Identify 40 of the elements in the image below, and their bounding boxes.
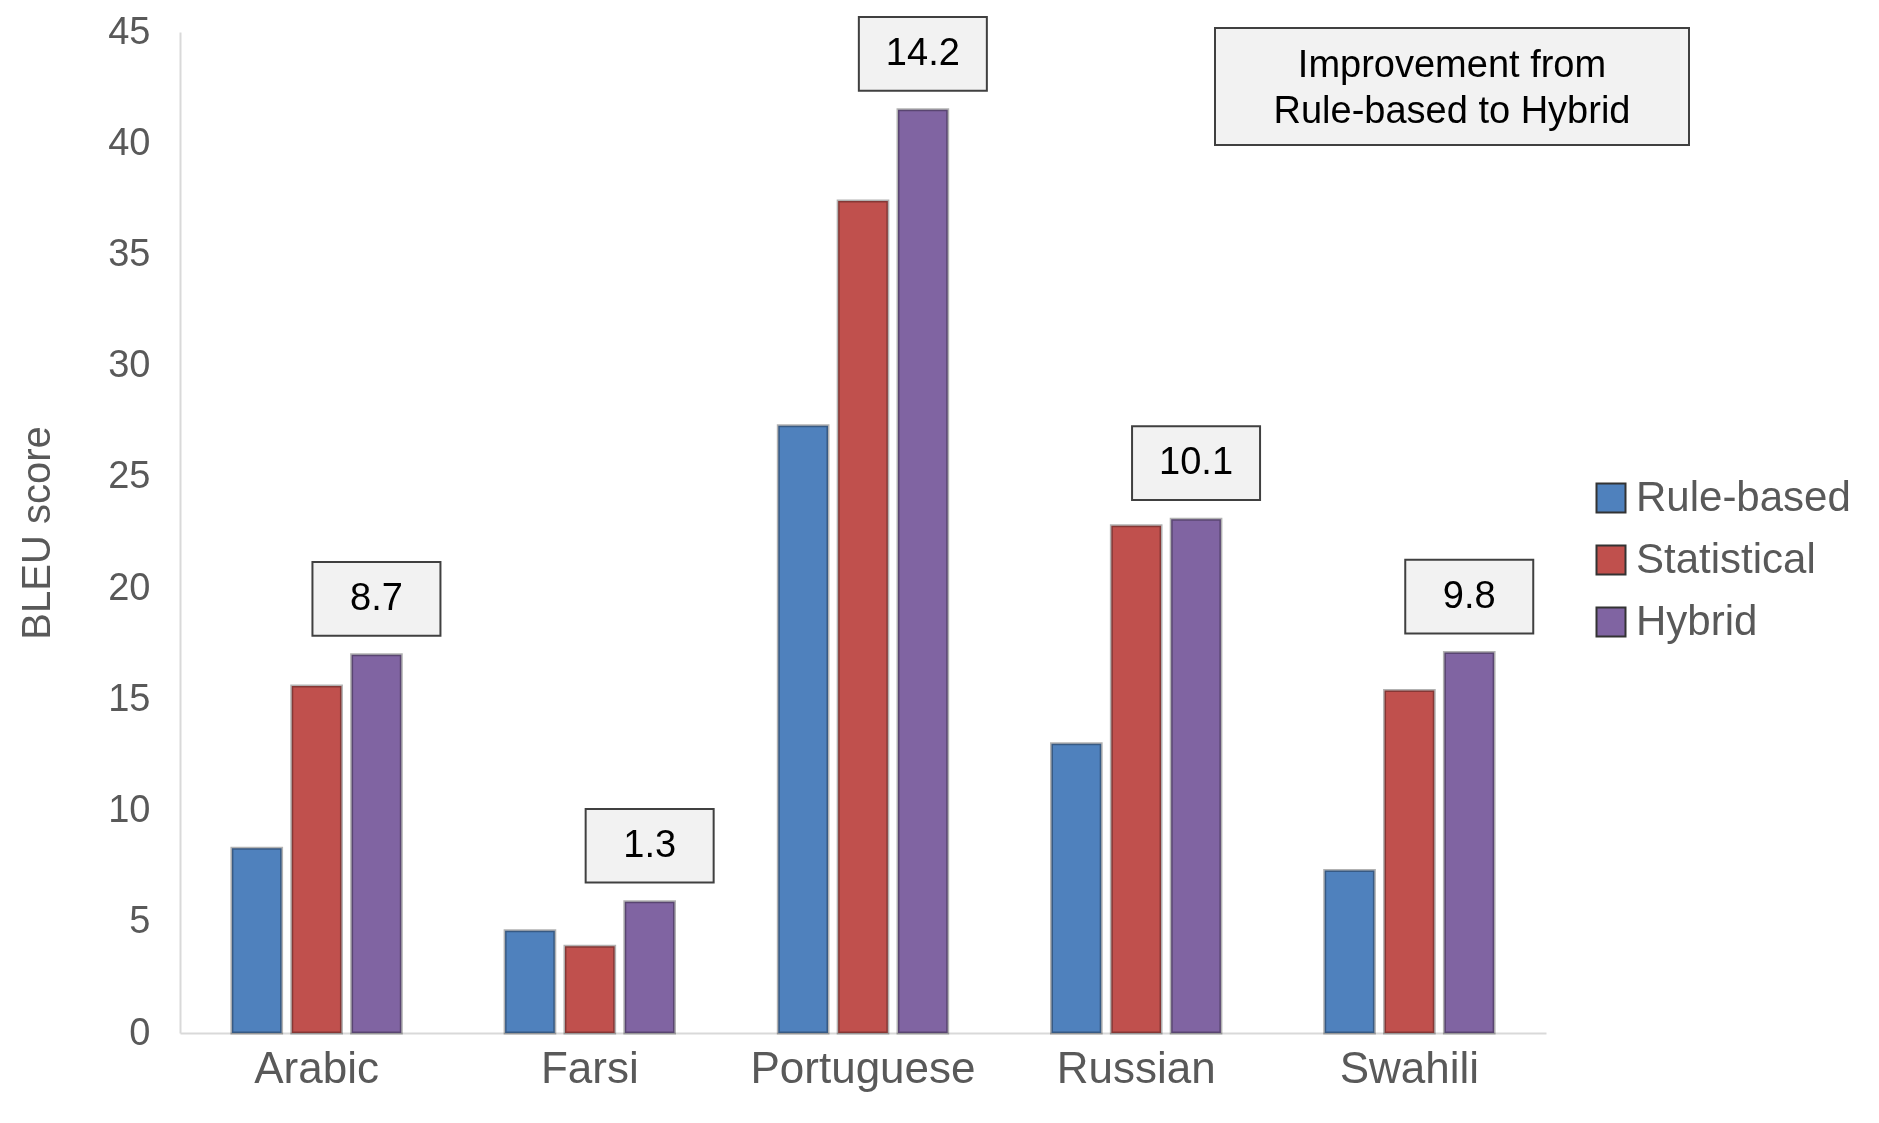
annotation: 8.7: [350, 575, 403, 618]
legend-label: Statistical: [1636, 535, 1816, 582]
bar: [1442, 651, 1496, 1035]
y-tick-label: 10: [108, 788, 151, 831]
annotation: 9.8: [1442, 573, 1496, 616]
annotation: 10.1: [1159, 440, 1234, 483]
legend-label: Rule-based: [1636, 473, 1851, 520]
x-tick-label: Russian: [1056, 1042, 1216, 1092]
x-tick-label: Arabic: [254, 1042, 379, 1092]
bar: [896, 108, 950, 1035]
x-tick-label: Farsi: [540, 1042, 639, 1092]
bar: [1383, 688, 1436, 1035]
annotation: 14.2: [885, 30, 960, 73]
y-tick-label: 30: [108, 343, 151, 386]
bar: [1323, 869, 1376, 1035]
y-tick-label: 45: [108, 9, 151, 52]
y-tick-label: 25: [108, 454, 151, 497]
bar: [230, 846, 284, 1035]
bar: [1050, 742, 1103, 1035]
bar: [623, 900, 676, 1035]
y-tick-label: 0: [129, 1010, 151, 1053]
y-tick-label: 35: [108, 231, 151, 274]
bar: [836, 199, 890, 1035]
y-tick-label: 20: [108, 565, 151, 608]
y-tick-label: 5: [129, 899, 151, 942]
x-tick-label: Portuguese: [750, 1042, 976, 1092]
legend-label: Hybrid: [1636, 597, 1758, 644]
y-tick-label: 15: [108, 676, 151, 719]
x-tick-label: Swahili: [1339, 1042, 1480, 1092]
bar: [350, 653, 403, 1035]
annotation: 1.3: [623, 822, 677, 865]
bar: [290, 684, 343, 1035]
bar: [503, 929, 557, 1035]
bar: [776, 424, 830, 1035]
annotation: Improvement from Rule-based to Hybrid: [1214, 27, 1690, 146]
bar: [1169, 517, 1223, 1035]
y-axis-title: BLEU score: [14, 426, 59, 640]
bar: [563, 944, 617, 1035]
bar: [1109, 524, 1163, 1035]
y-tick-label: 40: [108, 120, 151, 163]
